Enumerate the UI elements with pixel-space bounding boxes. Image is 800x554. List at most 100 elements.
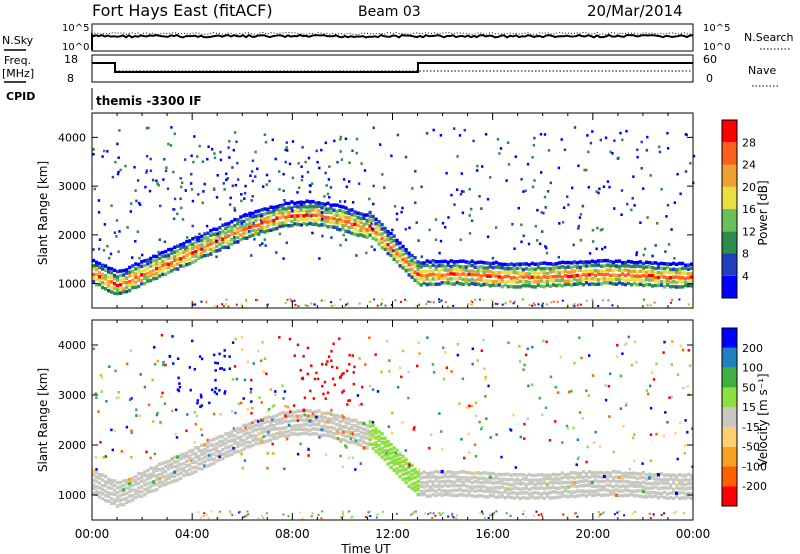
range-cell [129,210,132,213]
range-cell [365,446,369,450]
range-cell [521,481,525,486]
range-cell [275,432,279,436]
range-cell [179,177,182,180]
range-cell [260,208,264,212]
range-cell [464,273,468,277]
range-cell [278,221,282,226]
range-cell [419,265,423,269]
range-cell [296,409,300,413]
range-cell [299,202,302,206]
range-cell [362,446,366,450]
range-cell [451,512,454,515]
range-cell [650,261,655,265]
range-cell [339,440,342,443]
range-cell [348,353,351,357]
range-cell [401,454,405,459]
range-cell [245,514,248,517]
range-cell [149,264,153,268]
range-cell [681,276,685,280]
range-cell [302,355,305,358]
range-cell [632,471,637,475]
range-cell [344,238,348,242]
range-cell [130,456,133,459]
range-cell [605,475,610,479]
range-cell [455,277,459,281]
range-cell [557,495,561,499]
range-cell [320,299,323,302]
range-cell [161,467,165,471]
range-cell [199,393,203,397]
range-cell [575,261,579,265]
range-cell [494,495,498,499]
range-cell [647,490,652,495]
range-cell [103,149,106,153]
range-cell [587,475,591,480]
range-cell [227,246,230,249]
range-cell [182,461,186,466]
range-cell [98,495,102,499]
range-cell [311,213,315,217]
range-cell [308,216,312,221]
range-cell [185,239,189,244]
range-cell [329,420,333,424]
range-cell [134,495,138,500]
range-cell [305,205,309,209]
range-cell [335,218,339,222]
range-cell [669,285,673,289]
range-cell [188,251,192,256]
range-cell [214,369,217,372]
range-cell [509,477,513,482]
range-cell [227,234,231,238]
range-cell [231,341,235,344]
range-cell [272,209,276,213]
range-cell [560,275,564,279]
range-cell [239,435,243,439]
range-cell [431,480,435,484]
range-cell [338,208,342,213]
colorbar-tick-label: 200 [742,342,763,355]
colorbar-swatch [722,275,737,299]
range-cell [323,416,327,420]
range-cell [497,490,501,495]
range-cell [338,437,342,442]
range-cell [345,369,349,373]
range-cell [623,282,628,287]
range-cell [254,428,258,432]
range-cell [632,475,637,480]
range-cell [191,471,195,475]
range-cell [623,260,628,265]
range-cell [368,438,372,442]
range-cell [329,417,333,422]
range-cell [281,411,285,415]
range-cell [263,212,267,216]
range-cell [188,242,192,247]
range-cell [110,486,114,491]
range-cell [158,468,162,472]
range-cell [343,200,347,203]
range-cell [342,233,345,237]
range-cell [515,271,519,275]
range-cell [323,195,326,198]
range-cell [146,486,150,491]
range-cell [407,268,411,272]
range-cell [136,179,140,182]
range-cell [320,214,324,218]
range-cell [242,516,245,519]
range-cell [179,476,183,481]
range-cell [275,216,279,220]
range-cell [110,492,114,496]
range-cell [575,475,579,479]
range-cell [107,280,111,284]
range-cell [524,267,528,271]
range-cell [376,390,380,393]
range-cell [246,360,250,364]
range-cell [575,282,579,286]
range-cell [293,427,297,432]
range-cell [339,454,342,458]
range-cell [407,396,410,400]
range-cell [126,362,129,366]
range-cell [663,266,667,271]
range-cell [521,473,525,477]
range-cell [341,219,345,223]
range-cell [362,440,366,444]
